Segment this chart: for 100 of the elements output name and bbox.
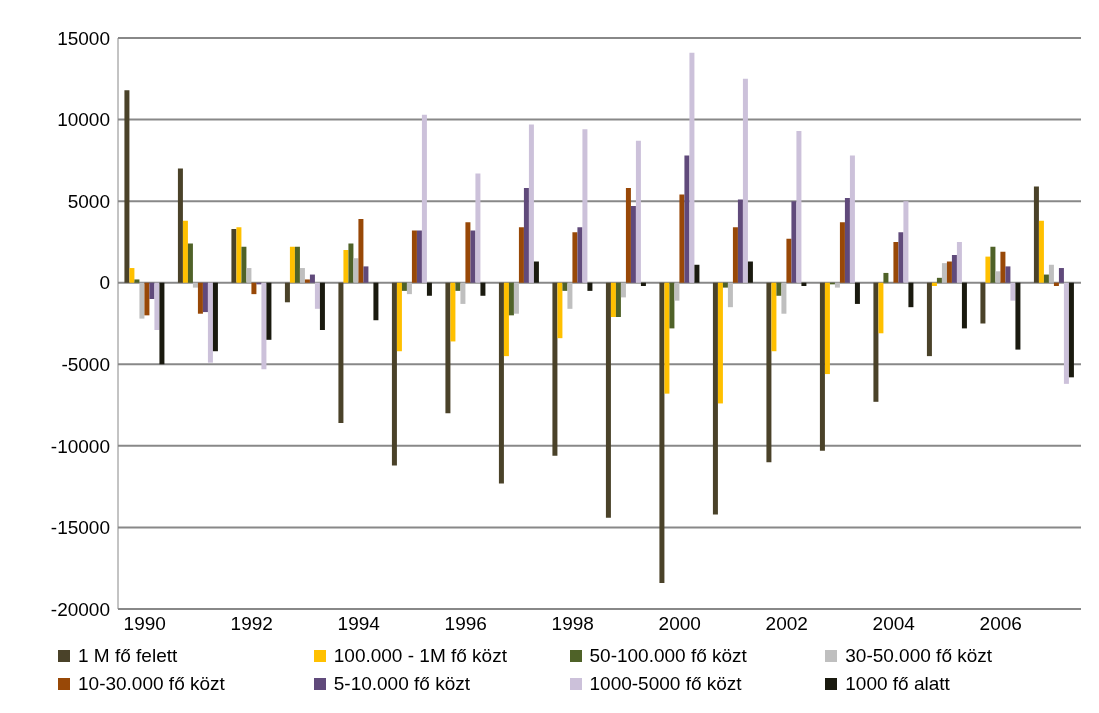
bar xyxy=(883,272,889,283)
bar xyxy=(159,282,165,365)
bar xyxy=(669,282,675,329)
bar xyxy=(776,282,782,296)
bar xyxy=(893,241,899,283)
bar xyxy=(401,282,407,291)
bar xyxy=(411,230,417,283)
y-tick-label: 15000 xyxy=(57,27,110,49)
bar xyxy=(124,90,130,283)
bar xyxy=(1015,282,1021,350)
bar xyxy=(266,282,272,340)
bar xyxy=(391,282,397,466)
bar xyxy=(985,256,991,283)
bar xyxy=(567,282,573,309)
bar xyxy=(854,282,860,304)
bar xyxy=(694,264,700,283)
bar xyxy=(640,282,646,286)
bar xyxy=(251,282,257,295)
bar xyxy=(791,201,797,283)
bar xyxy=(956,241,962,283)
bar xyxy=(1000,251,1006,283)
bar xyxy=(231,228,237,283)
x-tick-label: 2000 xyxy=(658,613,701,635)
x-tick-label: 1994 xyxy=(337,613,381,635)
bar xyxy=(796,130,802,283)
x-tick-label: 1992 xyxy=(230,613,273,635)
bar xyxy=(766,282,772,463)
legend-label: 1000-5000 fő közt xyxy=(589,673,742,695)
bar xyxy=(951,254,957,283)
bar xyxy=(771,282,777,352)
bar xyxy=(689,52,695,283)
bar xyxy=(373,282,379,321)
bar xyxy=(1053,282,1059,286)
bar xyxy=(936,277,942,283)
bar xyxy=(1068,282,1074,378)
legend-label: 10-30.000 fő közt xyxy=(78,673,225,695)
bar xyxy=(747,261,753,283)
bar xyxy=(834,282,840,288)
bar xyxy=(674,282,680,301)
legend-label: 5-10.000 fő közt xyxy=(333,673,471,695)
bar xyxy=(801,282,807,286)
bar xyxy=(455,282,461,291)
bar xyxy=(470,230,476,283)
bar xyxy=(503,282,509,357)
bar xyxy=(363,266,369,283)
bar xyxy=(946,261,952,283)
bar xyxy=(684,155,690,283)
bar xyxy=(659,282,665,583)
bar xyxy=(445,282,451,414)
bar xyxy=(246,268,252,283)
bar xyxy=(289,246,295,283)
x-tick-label: 1996 xyxy=(444,613,487,635)
bar xyxy=(129,268,135,283)
bar xyxy=(995,271,1001,283)
bar xyxy=(630,206,636,283)
bar xyxy=(261,282,267,370)
bar xyxy=(498,282,504,484)
bar xyxy=(873,282,879,402)
bar xyxy=(878,282,884,334)
bar xyxy=(426,282,432,296)
bar xyxy=(314,282,320,309)
bar xyxy=(931,282,937,286)
bar xyxy=(207,282,213,363)
y-tick-label: -20000 xyxy=(50,598,110,620)
bar xyxy=(1058,268,1064,283)
bar xyxy=(664,282,670,394)
bar xyxy=(737,199,743,283)
bar xyxy=(577,227,583,283)
bar xyxy=(1048,264,1054,283)
bar xyxy=(182,220,188,283)
bar xyxy=(941,263,947,283)
bar xyxy=(961,282,967,329)
bar xyxy=(465,222,471,283)
x-tick-label: 1990 xyxy=(123,613,166,635)
bar xyxy=(1038,220,1044,283)
bar xyxy=(187,243,193,283)
x-tick-label: 2006 xyxy=(979,613,1022,635)
x-tick-label: 2002 xyxy=(765,613,808,635)
legend-label: 1000 fő alatt xyxy=(845,673,950,695)
bar xyxy=(824,282,830,375)
bar xyxy=(309,274,315,283)
bar xyxy=(460,282,466,304)
y-tick-label: -15000 xyxy=(50,517,110,539)
bar xyxy=(786,238,792,283)
bar xyxy=(1033,186,1039,283)
bar xyxy=(533,261,539,283)
bar xyxy=(587,282,593,291)
legend-label: 30-50.000 fő közt xyxy=(845,645,993,667)
bar xyxy=(294,246,300,283)
bar xyxy=(241,246,247,283)
bar xyxy=(582,129,588,283)
bar xyxy=(338,282,344,424)
bar xyxy=(898,232,904,283)
bar xyxy=(197,282,203,314)
bar xyxy=(908,282,914,308)
bar xyxy=(139,282,145,319)
bar xyxy=(348,243,354,283)
legend-label: 100.000 - 1M fő közt xyxy=(333,645,507,667)
bar xyxy=(416,230,422,283)
bar xyxy=(149,282,155,300)
